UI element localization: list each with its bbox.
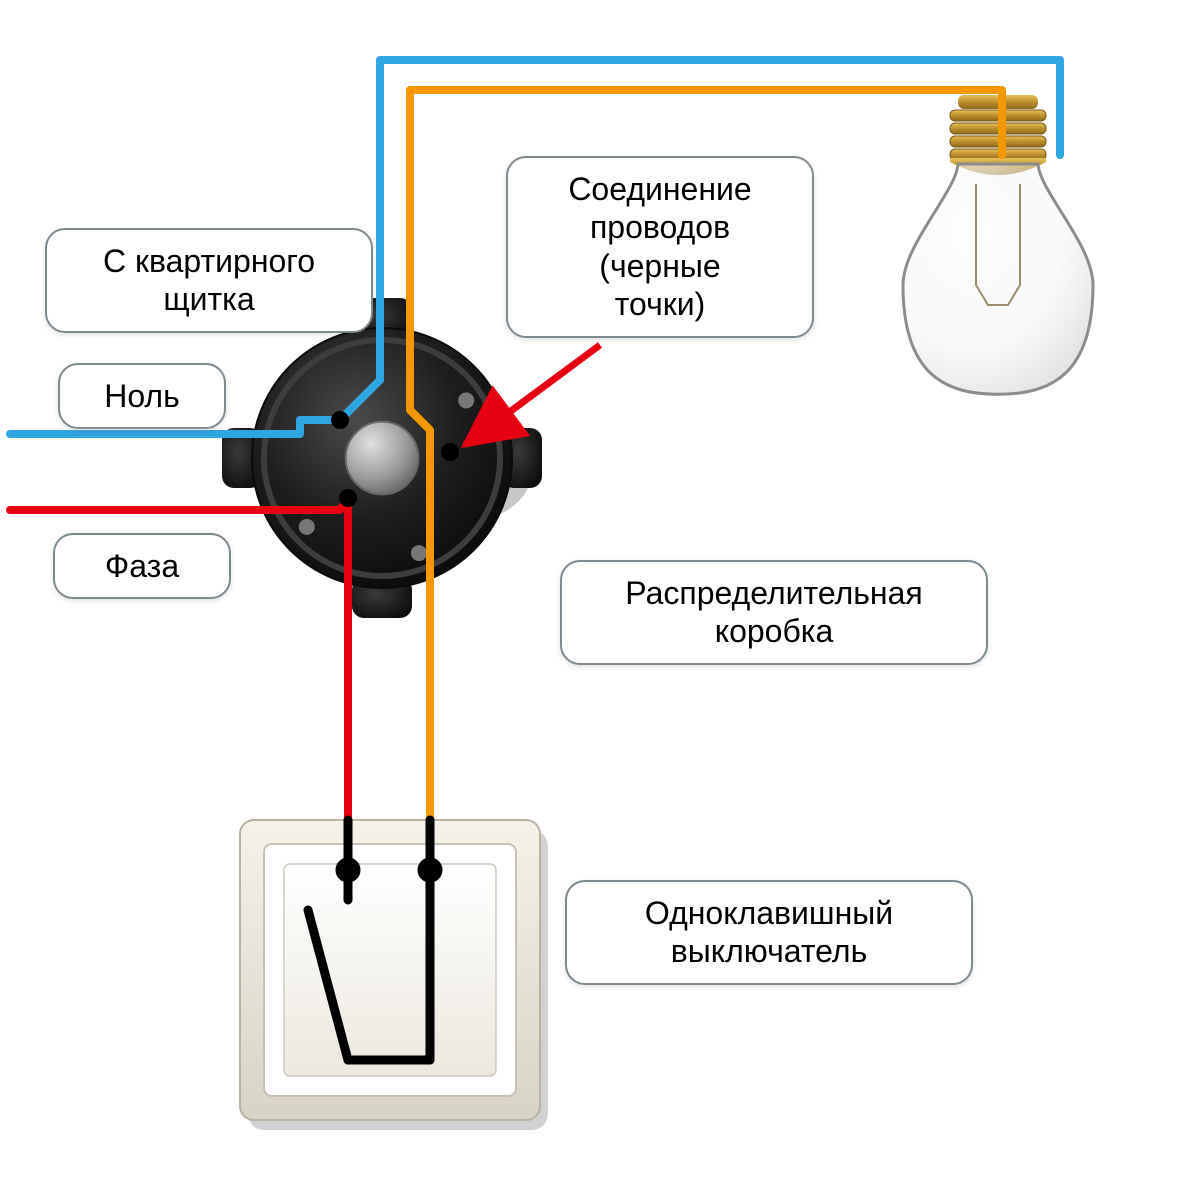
label-switch: Одноклавишный выключатель (565, 880, 973, 985)
label-neutral: Ноль (58, 363, 226, 429)
label-panel: С квартирного щитка (45, 228, 373, 333)
label-phase: Фаза (53, 533, 231, 599)
leader-arrow (465, 345, 600, 445)
connection-dots (331, 411, 459, 507)
switch-schematic (308, 820, 438, 1060)
wiring-diagram: С квартирного щитка Ноль Фаза Соединение… (0, 0, 1193, 1200)
wall-switch (240, 820, 548, 1130)
label-wire-joints: Соединение проводов (черные точки) (506, 156, 814, 338)
junction-box (222, 298, 542, 618)
label-junction-box: Распределительная коробка (560, 560, 988, 665)
light-bulb-icon (903, 95, 1093, 394)
